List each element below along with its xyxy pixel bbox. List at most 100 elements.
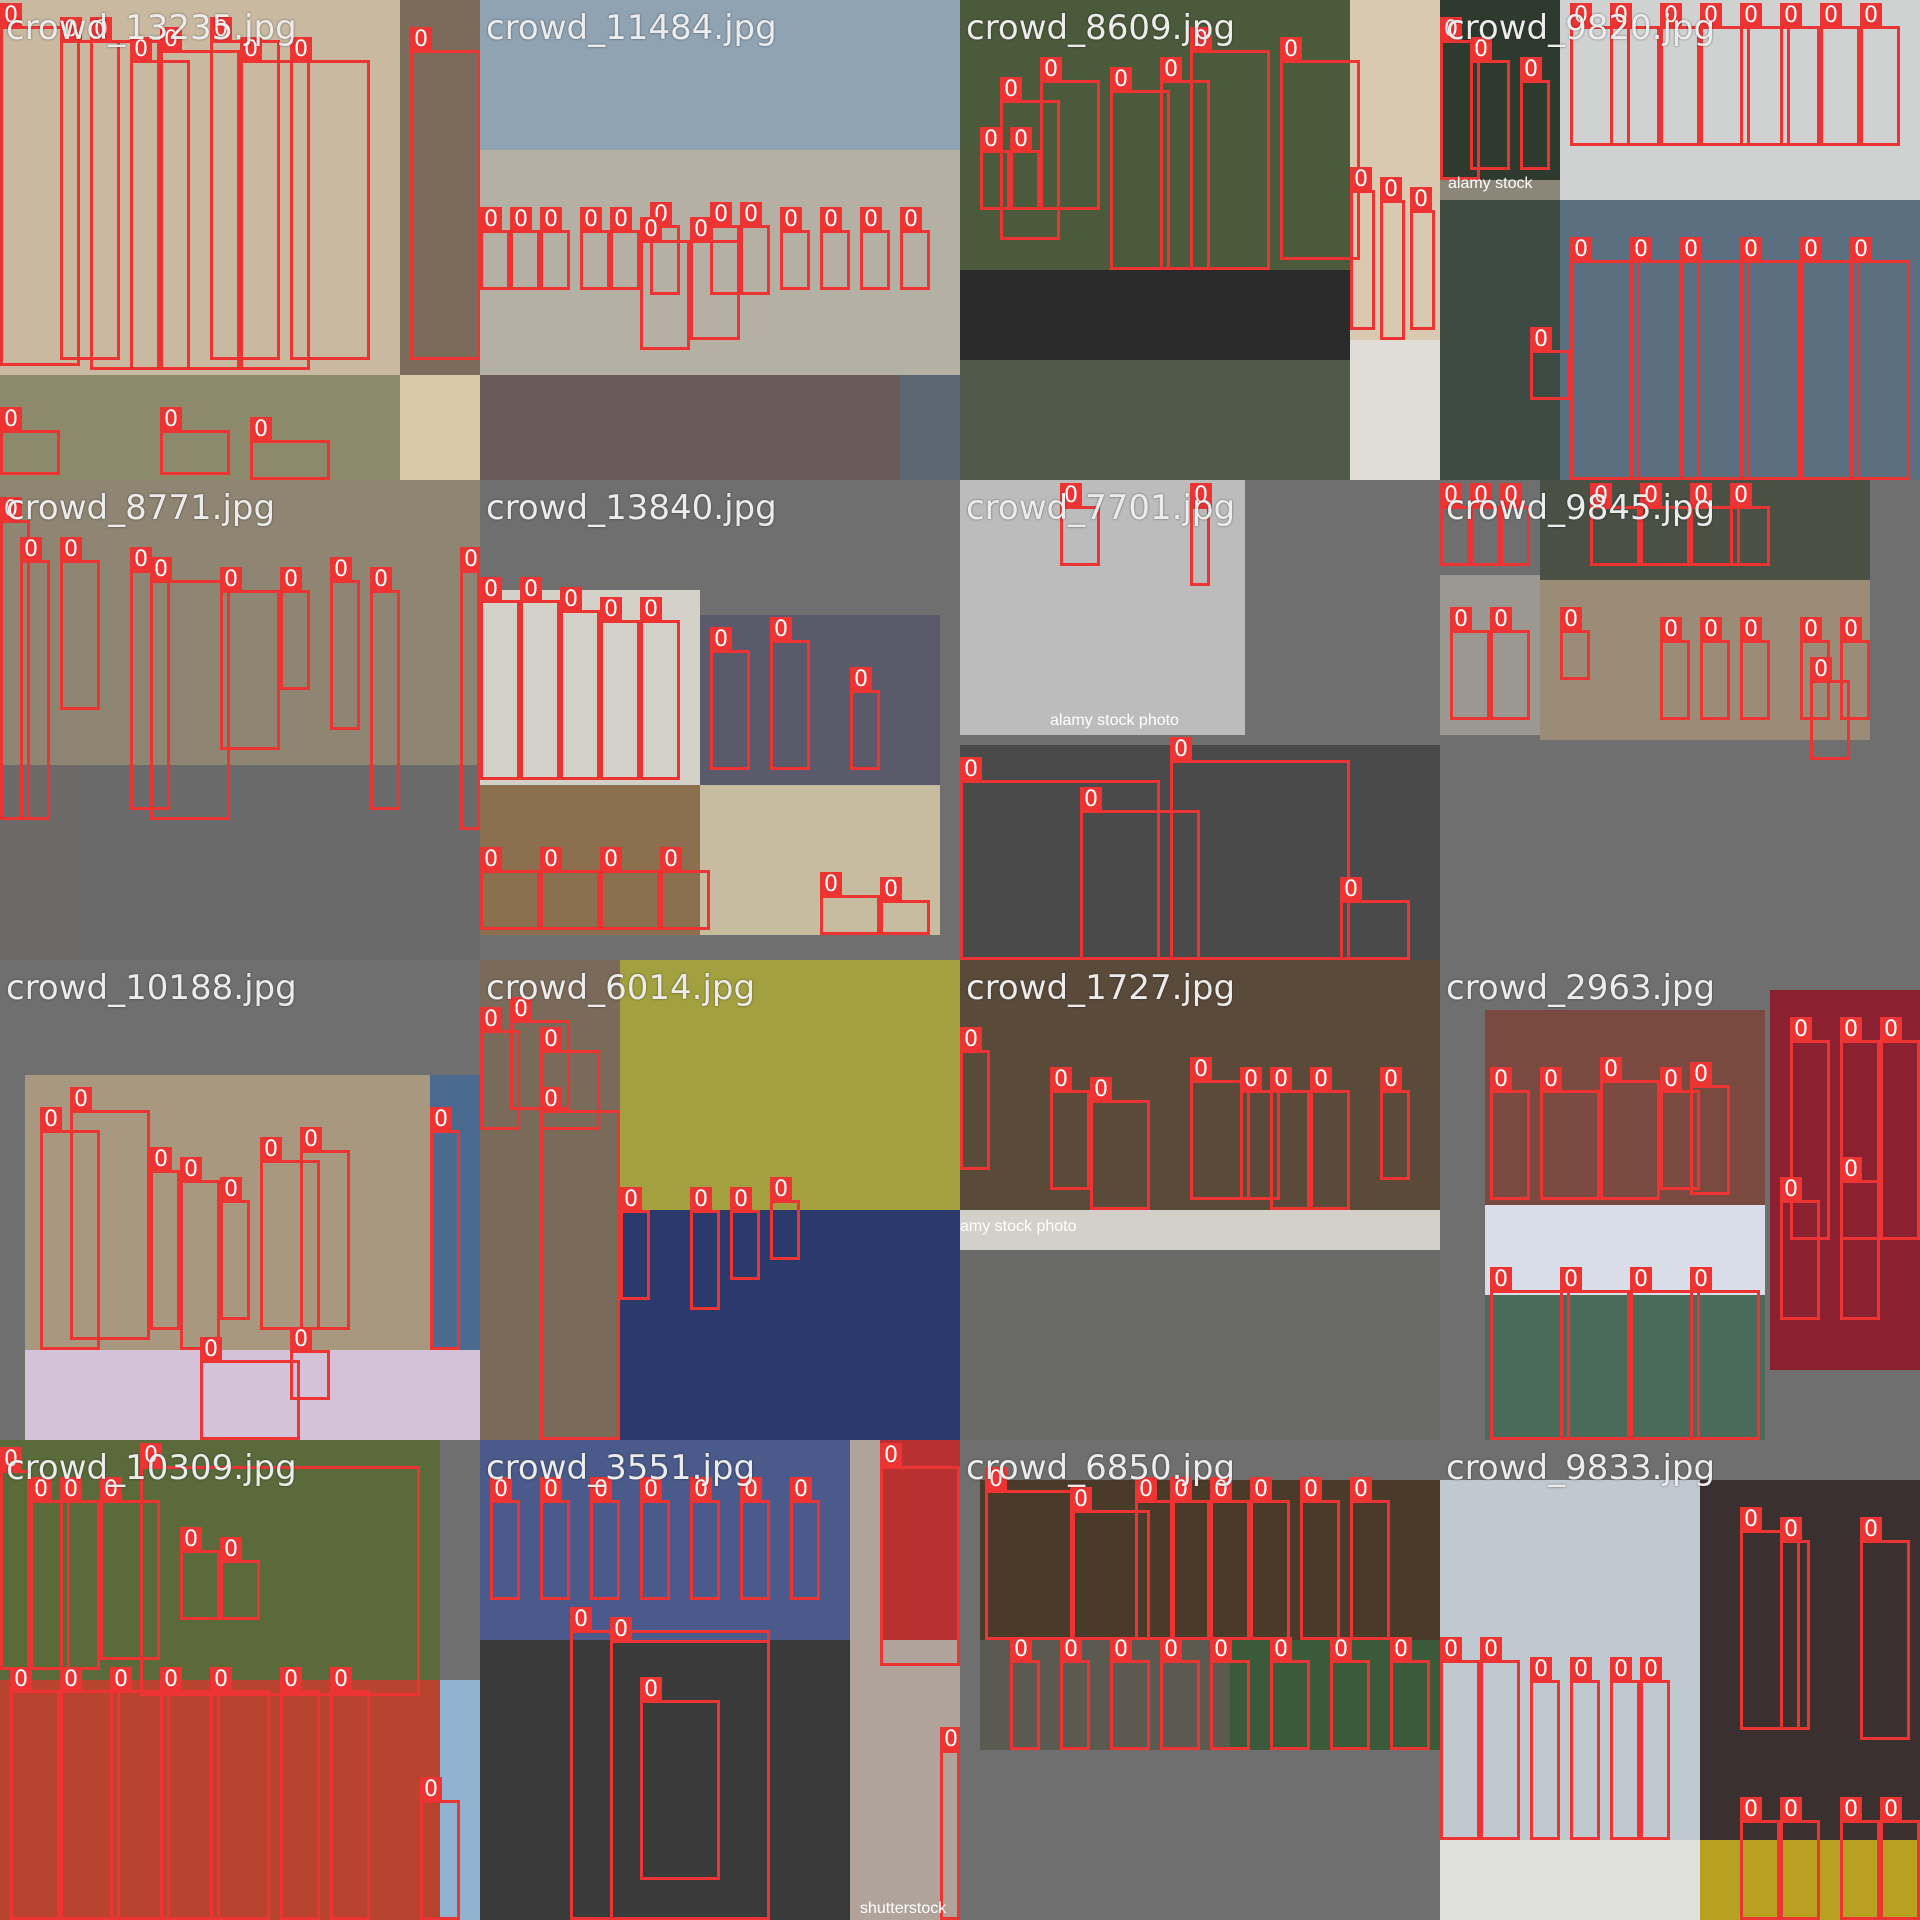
tile-filename: crowd_1727.jpg [966,968,1236,1008]
class-tag: 0 [1840,1797,1862,1823]
class-tag: 0 [1780,1797,1802,1823]
mosaic-tile: 0 0 0 0 0 0 0 0 0 0 0 0 0 0 0 crowd_10309.jpg [0,1440,480,1920]
detection-box: 0 [770,1177,800,1260]
detection-box: 0 [860,207,890,290]
tile-filename: crowd_9845.jpg [1446,488,1716,528]
detection-box: 0 [1000,77,1060,240]
class-tag: 0 [1380,1067,1402,1093]
detection-box: 0 [560,587,600,780]
detection-box: 0 [150,1147,180,1330]
detection-box: 0 [960,1027,990,1170]
class-tag: 0 [1640,1657,1662,1683]
class-tag: 0 [1350,167,1372,193]
detection-box: 0 [1490,1267,1570,1440]
detection-box: 0 [200,1337,300,1440]
detection-box: 0 [1190,1057,1250,1200]
class-tag: 0 [1790,1017,1812,1043]
class-tag: 0 [1440,17,1462,43]
tile-filename: crowd_3551.jpg [486,1448,756,1488]
class-tag: 0 [280,567,302,593]
class-tag: 0 [220,567,242,593]
detection-box: 0 [280,1667,320,1920]
detection-box: 0 [1780,1517,1810,1730]
class-tag: 0 [1270,1067,1292,1093]
detection-box: 0 [1700,3,1750,146]
detection-box: 0 [290,37,370,360]
class-tag: 0 [1640,483,1662,509]
detection-box: 0 [20,537,50,820]
tile-filename: crowd_10188.jpg [6,968,297,1008]
detection-box: 0 [1050,1067,1090,1190]
class-tag: 0 [1490,607,1512,633]
detection-box: 0 [240,37,310,370]
detection-box: 0 [10,1667,60,1920]
detection-box: 0 [1780,1177,1820,1320]
class-tag: 0 [0,497,22,523]
class-tag: 0 [740,202,762,228]
detection-box: 0 [1300,1477,1340,1640]
detection-box: 0 [520,577,560,780]
mosaic-tile: 0 0 0 0 0 0 0 0 0 0 0 0 0 0 0 0 crowd_6850.jpg [960,1440,1440,1920]
mosaic-tile: 0 0 0 0 0 0 0 0 0 0 0 0 crowd_3551.jpg shutterstock [480,1440,960,1920]
class-tag: 0 [290,37,312,63]
class-tag: 0 [210,1667,232,1693]
detection-box: 0 [1135,1477,1175,1640]
detection-box: 0 [1090,1077,1150,1210]
class-tag: 0 [220,1537,242,1563]
detection-box: 0 [690,1477,720,1600]
detection-box: 0 [370,567,400,810]
class-tag: 0 [1390,1637,1412,1663]
detection-box: 0 [1410,187,1435,330]
class-tag: 0 [820,207,842,233]
class-tag: 0 [1440,1637,1462,1663]
detection-box: 0 [1660,617,1690,720]
class-tag: 0 [160,407,182,433]
class-tag: 0 [960,1027,982,1053]
detection-box: 0 [70,1087,150,1340]
class-tag: 0 [1160,1637,1182,1663]
detection-box: 0 [220,1177,250,1320]
detection-box: 0 [1820,3,1860,146]
detection-box: 0 [1380,177,1405,340]
class-tag: 0 [640,217,662,243]
detection-box: 0 [640,1677,720,1880]
class-tag: 0 [130,547,152,573]
mosaic-tile: 0 0 0 0 0 0 0 0 0 0 0 0 0 0 crowd_11484.jpg [480,0,960,480]
detection-box: 0 [1480,1637,1520,1840]
detection-box: 0 [330,1667,370,1920]
class-tag: 0 [1840,1017,1862,1043]
detection-box: 0 [0,497,30,820]
class-tag: 0 [330,1667,352,1693]
class-tag: 0 [730,1187,752,1213]
class-tag: 0 [1080,787,1102,813]
class-tag: 0 [1780,3,1802,29]
mosaic-tile: 0 0 0 0 0 0 0 0 crowd_6014.jpg [480,960,960,1440]
detection-box: 0 [1640,1657,1670,1840]
photo-region [960,960,1440,1210]
detection-box: 0 [110,1667,170,1920]
class-tag: 0 [510,207,532,233]
class-tag: 0 [540,847,562,873]
class-tag: 0 [540,1087,562,1113]
class-tag: 0 [160,1667,182,1693]
class-tag: 0 [180,1157,202,1183]
class-tag: 0 [1190,1057,1212,1083]
tile-filename: crowd_7701.jpg [966,488,1236,528]
detection-box: 0 [690,1187,720,1310]
class-tag: 0 [1270,1637,1292,1663]
class-tag: 0 [540,207,562,233]
detection-box: 0 [730,1187,760,1280]
photo-region [0,375,400,480]
detection-box: 0 [1160,1637,1200,1750]
class-tag: 0 [260,1137,282,1163]
class-tag: 0 [1860,1517,1882,1543]
class-tag: 0 [1190,483,1212,509]
class-tag: 0 [280,1667,302,1693]
class-tag: 0 [1060,1637,1082,1663]
class-tag: 0 [1250,1477,1272,1503]
class-tag: 0 [985,1467,1007,1493]
tile-filename: crowd_2963.jpg [1446,968,1716,1008]
class-tag: 0 [1740,3,1762,29]
detection-box: 0 [430,1107,460,1350]
detection-box: 0 [510,207,540,290]
